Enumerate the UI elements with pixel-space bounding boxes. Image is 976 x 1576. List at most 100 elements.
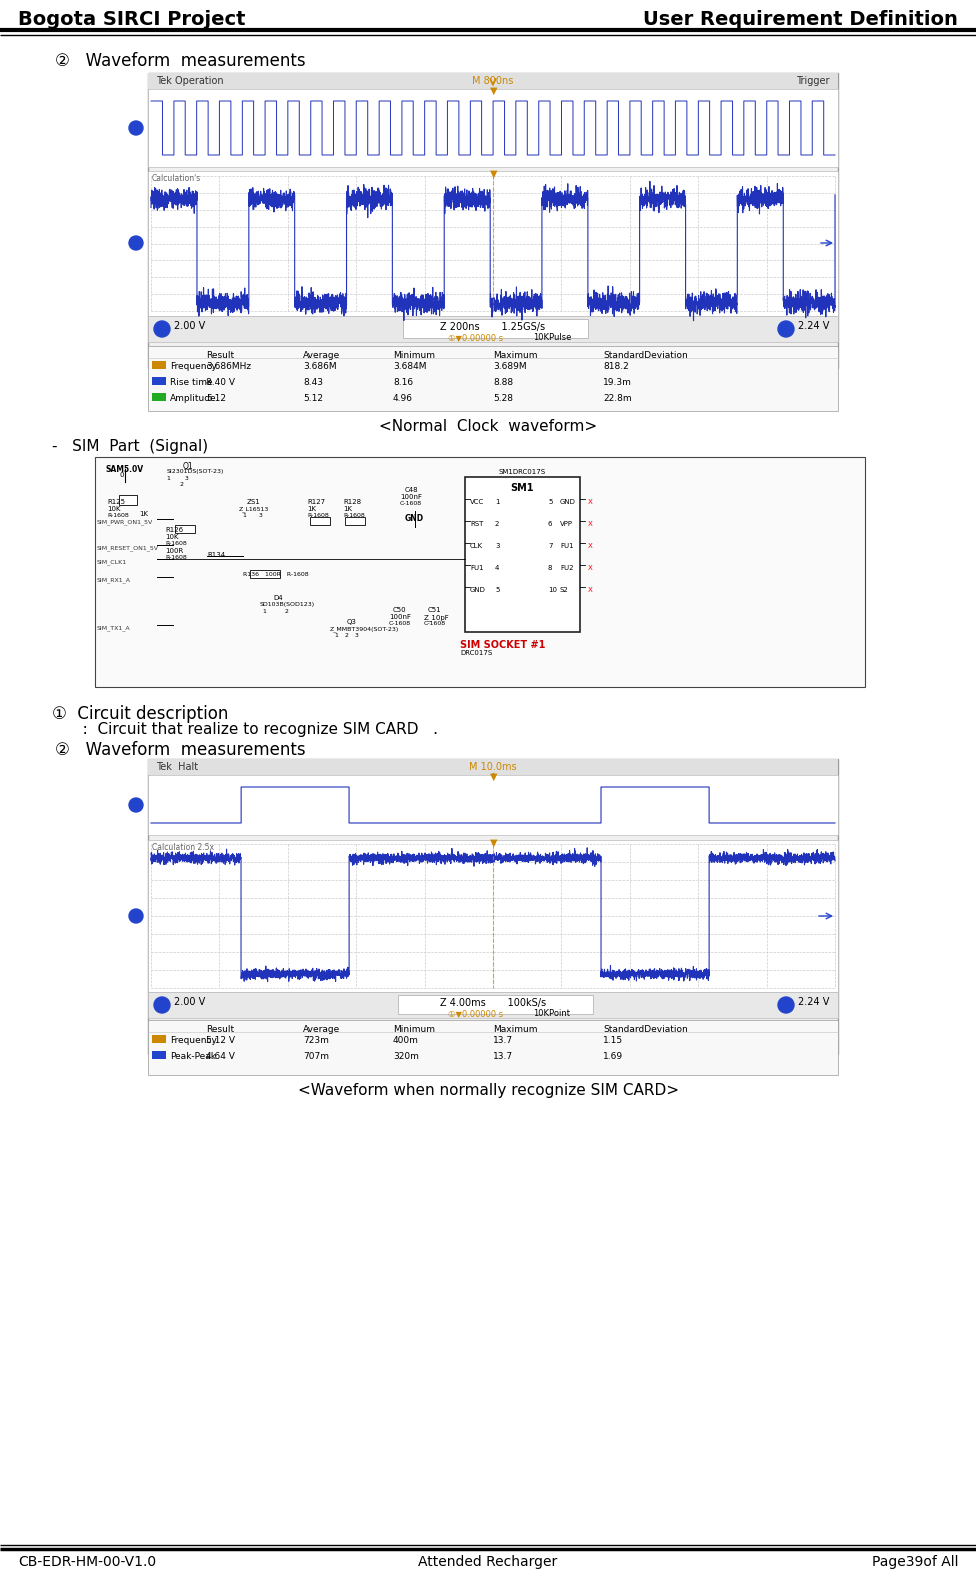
- Bar: [148, 840, 838, 991]
- Bar: [310, 517, 330, 525]
- Text: Bogota SIRCI Project: Bogota SIRCI Project: [18, 9, 246, 28]
- Text: SIM_RESET_ON1_5V: SIM_RESET_ON1_5V: [97, 545, 159, 550]
- Text: 10KPoint: 10KPoint: [533, 1009, 570, 1018]
- Text: 1      3: 1 3: [243, 514, 263, 519]
- Bar: [95, 457, 865, 687]
- Circle shape: [129, 909, 143, 924]
- Text: C-1608: C-1608: [389, 621, 411, 626]
- Text: 5.12: 5.12: [206, 394, 226, 403]
- Text: ①  Circuit description: ① Circuit description: [52, 704, 228, 723]
- Bar: [148, 72, 838, 369]
- Text: R125: R125: [107, 500, 125, 504]
- Text: 6: 6: [548, 522, 552, 526]
- Text: 5.12: 5.12: [303, 394, 323, 403]
- Text: 2.24 V: 2.24 V: [798, 998, 830, 1007]
- Circle shape: [778, 998, 794, 1013]
- Text: StandardDeviation: StandardDeviation: [603, 1024, 688, 1034]
- Text: 3: 3: [495, 544, 500, 548]
- Circle shape: [129, 797, 143, 812]
- Text: ②   Waveform  measurements: ② Waveform measurements: [55, 52, 305, 69]
- Text: C50: C50: [393, 607, 407, 613]
- Bar: [465, 478, 580, 632]
- Bar: [398, 994, 593, 1013]
- Text: R-1608: R-1608: [343, 514, 365, 519]
- Text: 1K: 1K: [343, 506, 352, 512]
- Text: 1: 1: [132, 913, 137, 920]
- Text: f: f: [785, 1001, 788, 1010]
- Circle shape: [129, 236, 143, 251]
- Text: 8.43: 8.43: [303, 378, 323, 388]
- Bar: [345, 517, 365, 525]
- Text: X: X: [588, 566, 592, 571]
- Text: X: X: [588, 522, 592, 526]
- Text: StandardDeviation: StandardDeviation: [603, 351, 688, 359]
- Text: R136   100R   R-1608: R136 100R R-1608: [243, 572, 308, 577]
- Text: VCC: VCC: [470, 500, 484, 504]
- Text: 5.28: 5.28: [493, 394, 513, 403]
- Text: 5: 5: [495, 586, 500, 593]
- Text: Q3: Q3: [347, 619, 357, 626]
- Bar: [152, 377, 166, 385]
- Text: GND: GND: [470, 586, 486, 593]
- Bar: [148, 991, 838, 1018]
- Text: ▼: ▼: [490, 838, 498, 848]
- Text: C48: C48: [405, 487, 419, 493]
- Text: D4: D4: [273, 596, 283, 600]
- Text: Z 4.00ms       100kS/s: Z 4.00ms 100kS/s: [440, 998, 546, 1009]
- Text: 8: 8: [548, 566, 552, 571]
- Text: ▼: ▼: [490, 169, 498, 180]
- Text: Attended Recharger: Attended Recharger: [419, 1556, 557, 1570]
- Text: SIM_RX1_A: SIM_RX1_A: [97, 577, 131, 583]
- Bar: [152, 392, 166, 400]
- Text: SIM_TX1_A: SIM_TX1_A: [97, 626, 131, 630]
- Text: X: X: [588, 500, 592, 504]
- Text: Z_10pF: Z_10pF: [424, 615, 450, 621]
- Text: R128: R128: [343, 500, 361, 504]
- Circle shape: [129, 121, 143, 136]
- Text: 3.689M: 3.689M: [493, 362, 527, 370]
- Text: 7: 7: [548, 544, 552, 548]
- Text: SM1DRC017S: SM1DRC017S: [499, 470, 546, 474]
- Text: RST: RST: [470, 522, 483, 526]
- Bar: [403, 318, 588, 337]
- Text: Minimum: Minimum: [393, 351, 435, 359]
- Text: 1: 1: [159, 325, 165, 334]
- Text: 100nF: 100nF: [400, 493, 422, 500]
- Text: 8.16: 8.16: [393, 378, 413, 388]
- Text: CLK: CLK: [470, 544, 483, 548]
- Text: <Waveform when normally recognize SIM CARD>: <Waveform when normally recognize SIM CA…: [298, 1083, 678, 1098]
- Text: 723m: 723m: [303, 1035, 329, 1045]
- Text: Amplitude: Amplitude: [170, 394, 217, 403]
- Text: 400m: 400m: [393, 1035, 419, 1045]
- Text: R126: R126: [165, 526, 183, 533]
- Text: Z 200ns       1.25GS/s: Z 200ns 1.25GS/s: [440, 322, 546, 333]
- Text: Minimum: Minimum: [393, 1024, 435, 1034]
- Bar: [148, 172, 838, 317]
- Text: SIM_CLK1: SIM_CLK1: [97, 559, 127, 564]
- Text: 2.00 V: 2.00 V: [174, 322, 205, 331]
- Text: 3.684M: 3.684M: [393, 362, 427, 370]
- Text: X: X: [588, 544, 592, 548]
- Circle shape: [154, 998, 170, 1013]
- Text: Calculation 2.5x: Calculation 2.5x: [152, 843, 214, 853]
- Text: SIM_PWR_ON1_5V: SIM_PWR_ON1_5V: [97, 519, 153, 525]
- Text: 3.686MHz: 3.686MHz: [206, 362, 251, 370]
- Text: Frequency: Frequency: [170, 362, 217, 370]
- Bar: [148, 775, 838, 835]
- Text: f: f: [785, 325, 788, 334]
- Text: ①▼0.00000 s: ①▼0.00000 s: [448, 1009, 503, 1018]
- Text: Page39of All: Page39of All: [872, 1556, 958, 1570]
- Text: 8.88: 8.88: [493, 378, 513, 388]
- Text: Z_MMBT3904(SOT-23): Z_MMBT3904(SOT-23): [330, 626, 399, 632]
- Text: ▼: ▼: [490, 772, 498, 782]
- Text: VPP: VPP: [560, 522, 573, 526]
- Text: C51: C51: [428, 607, 441, 613]
- Text: 1K: 1K: [307, 506, 316, 512]
- Text: FU1: FU1: [560, 544, 574, 548]
- Text: 707m: 707m: [303, 1053, 329, 1061]
- Bar: [148, 88, 838, 167]
- Text: M 800ns: M 800ns: [472, 76, 513, 87]
- Text: R-1608: R-1608: [307, 514, 329, 519]
- Text: 818.2: 818.2: [603, 362, 629, 370]
- Text: 100R: 100R: [165, 548, 183, 555]
